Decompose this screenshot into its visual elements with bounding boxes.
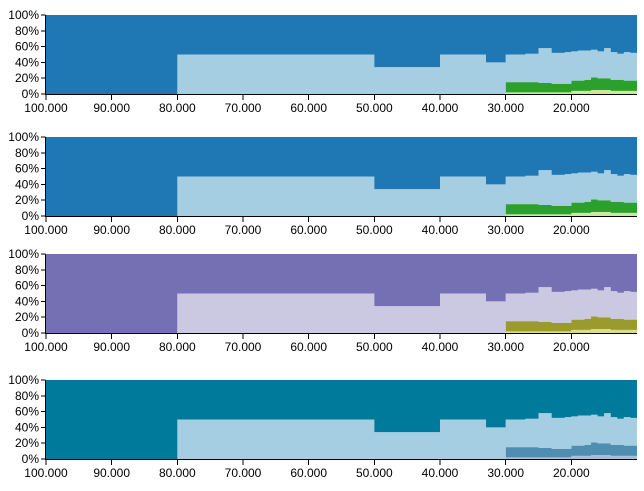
chart-3-x-tick-label: 80.000 (159, 340, 196, 354)
chart-4-y-tick-label: 100% (8, 373, 39, 387)
chart-1-y-tick-label: 100% (8, 8, 39, 22)
chart-1-x-tick-label: 50.000 (356, 101, 393, 115)
chart-1-series-1-area (46, 90, 637, 94)
chart-4-y-tick-label: 0% (22, 452, 40, 466)
chart-2-y-tick-label: 0% (22, 209, 40, 223)
chart-1-x-tick-label: 100.000 (24, 101, 68, 115)
chart-2-series-1-area (46, 212, 637, 216)
chart-4-y-tick-label: 80% (15, 389, 39, 403)
chart-2-x-tick-label: 40.000 (422, 223, 459, 237)
chart-3-series-3-area (46, 287, 637, 333)
chart-3-y-tick-label: 60% (15, 279, 39, 293)
chart-1-y-tick-label: 60% (15, 40, 39, 54)
chart-1-x-tick-label: 70.000 (225, 101, 262, 115)
chart-4: 0% 20% 40%60% 80% 100% 100.000 90.000 80.000 70.… (8, 373, 637, 480)
chart-1-y-tick-label: 80% (15, 24, 39, 38)
chart-4-x-tick-label: 20.000 (553, 466, 590, 480)
chart-2-series-2-area (46, 199, 637, 216)
chart-3-y-tick-label: 20% (15, 310, 39, 324)
chart-4-series-2-area (46, 442, 637, 459)
chart-4-series-1-area (46, 455, 637, 459)
chart-1-x-tick-label: 60.000 (290, 101, 327, 115)
chart-3-y-tick-label: 100% (8, 247, 39, 261)
chart-3-x-tick-label: 100.000 (24, 340, 68, 354)
chart-2-x-tick-label: 50.000 (356, 223, 393, 237)
chart-4-x-tick-label: 60.000 (290, 466, 327, 480)
chart-2-x-tick-label: 70.000 (225, 223, 262, 237)
chart-2-y-tick-label: 100% (8, 130, 39, 144)
chart-3-x-tick-label: 40.000 (422, 340, 459, 354)
chart-3-series-2-area (46, 316, 637, 333)
chart-3-series-4-area (46, 254, 637, 333)
chart-4-y-tick-label: 60% (15, 405, 39, 419)
chart-1: 0% 20% 40%60% 80% 100% 100.000 90.000 80.000 70.… (8, 8, 637, 115)
chart-2-series-3-area (46, 170, 637, 216)
chart-3-x-tick-label: 70.000 (225, 340, 262, 354)
chart-4-x-tick-label: 100.000 (24, 466, 68, 480)
chart-3-x-tick-label: 20.000 (553, 340, 590, 354)
chart-1-series-4-area (46, 15, 637, 94)
chart-3-x-tick-label: 90.000 (93, 340, 130, 354)
chart-4-y-tick-label: 40% (15, 420, 39, 434)
chart-1-x-tick-label: 30.000 (487, 101, 524, 115)
chart-4-x-tick-label: 70.000 (225, 466, 262, 480)
chart-2-x-tick-label: 30.000 (487, 223, 524, 237)
chart-4-series-3-area (46, 413, 637, 459)
chart-3-x-tick-label: 30.000 (487, 340, 524, 354)
chart-4-x-tick-label: 40.000 (422, 466, 459, 480)
chart-1-x-tick-label: 40.000 (422, 101, 459, 115)
chart-2-series-4-area (46, 137, 637, 216)
chart-2-x-tick-label: 60.000 (290, 223, 327, 237)
chart-4-x-tick-label: 80.000 (159, 466, 196, 480)
chart-1-x-tick-label: 90.000 (93, 101, 130, 115)
chart-2-x-tick-label: 90.000 (93, 223, 130, 237)
chart-1-x-tick-label: 20.000 (553, 101, 590, 115)
chart-4-x-tick-label: 30.000 (487, 466, 524, 480)
chart-2-x-tick-label: 80.000 (159, 223, 196, 237)
chart-4-x-tick-label: 90.000 (93, 466, 130, 480)
chart-1-series-3-area (46, 48, 637, 94)
chart-1-y-tick-label: 20% (15, 71, 39, 85)
chart-1-y-tick-label: 40% (15, 55, 39, 69)
chart-4-y-tick-label: 20% (15, 436, 39, 450)
chart-2-y-tick-label: 40% (15, 177, 39, 191)
chart-1-series-2-area (46, 77, 637, 94)
chart-2: 0% 20% 40%60% 80% 100% 100.000 90.000 80.000 70.… (8, 130, 637, 237)
chart-2-x-tick-label: 100.000 (24, 223, 68, 237)
chart-3-x-tick-label: 60.000 (290, 340, 327, 354)
chart-2-x-tick-label: 20.000 (553, 223, 590, 237)
chart-3-y-tick-label: 80% (15, 263, 39, 277)
chart-4-x-tick-label: 50.000 (356, 466, 393, 480)
chart-2-y-tick-label: 20% (15, 193, 39, 207)
chart-2-y-tick-label: 80% (15, 146, 39, 160)
chart-3-series-1-area (46, 329, 637, 333)
chart-3: 0% 20% 40%60% 80% 100% 100.000 90.000 80.000 70.… (8, 247, 637, 354)
chart-1-x-tick-label: 80.000 (159, 101, 196, 115)
chart-3-y-tick-label: 0% (22, 326, 40, 340)
chart-2-y-tick-label: 60% (15, 162, 39, 176)
chart-4-series-4-area (46, 380, 637, 459)
chart-3-y-tick-label: 40% (15, 294, 39, 308)
chart-3-x-tick-label: 50.000 (356, 340, 393, 354)
chart-1-y-tick-label: 0% (22, 87, 40, 101)
